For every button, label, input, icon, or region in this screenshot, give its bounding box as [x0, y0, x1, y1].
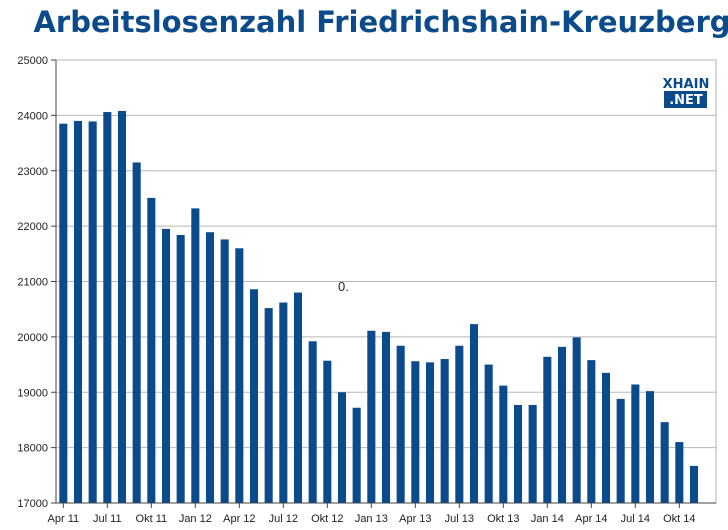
bar-2012-06: [264, 308, 273, 503]
x-tick-label: Apr 12: [223, 513, 255, 525]
x-axis-ticks: Apr 11 Jul 11 Okt 11 Jan 12 Apr 12 Jul 12 Okt …: [48, 503, 696, 525]
bar-2013-12: [528, 404, 537, 503]
bar-2014-06: [616, 398, 625, 503]
x-tick-label: Jan 13: [355, 513, 388, 525]
chart-annotation: 0.: [338, 279, 349, 294]
logo-line-2: .NET: [669, 93, 703, 108]
bar-2011-06: [88, 121, 97, 503]
bar-2013-10: [499, 385, 508, 503]
bar-2014-05: [601, 372, 611, 503]
bar-2013-03: [396, 345, 405, 503]
bar-2013-01: [367, 330, 376, 503]
bar-2014-08: [645, 391, 655, 503]
x-tick-label: Okt 14: [663, 513, 695, 525]
bar-2012-02: [205, 232, 215, 503]
y-tick-label: 20000: [17, 332, 48, 344]
y-tick-label: 21000: [17, 277, 48, 289]
bar-2011-04: [59, 123, 68, 504]
bar-2011-07: [103, 112, 112, 504]
bar-2011-09: [132, 162, 141, 503]
bar-2013-07: [455, 345, 464, 503]
bar-2013-05: [425, 362, 435, 503]
bar-2013-11: [513, 404, 523, 503]
bar-2012-10: [323, 360, 332, 503]
bar-2011-08: [117, 110, 127, 503]
bar-2014-10: [675, 442, 684, 503]
bar-2011-05: [73, 120, 83, 503]
x-tick-label: Jan 14: [531, 513, 564, 525]
x-tick-label: Jul 14: [621, 513, 650, 525]
bar-2012-09: [308, 341, 317, 503]
bar-2014-01: [543, 356, 552, 503]
x-tick-label: Apr 11: [48, 513, 80, 525]
bar-2014-03: [572, 337, 581, 503]
y-axis-ticks: 17000 18000 19000 20000 21000 22000 23000 24000…: [17, 55, 56, 510]
bar-2013-08: [469, 324, 479, 503]
bar-2013-04: [411, 361, 420, 503]
bar-2014-02: [557, 346, 567, 503]
x-tick-label: Jul 13: [445, 513, 474, 525]
bar-2014-09: [660, 422, 669, 503]
bar-2011-12: [176, 234, 185, 504]
x-tick-label: Okt 11: [136, 513, 168, 525]
x-tick-label: Okt 12: [311, 513, 343, 525]
logo-bar: [664, 91, 707, 108]
bar-2014-07: [631, 384, 640, 503]
bar-2012-08: [293, 292, 303, 503]
x-tick-label: Okt 13: [487, 513, 519, 525]
bar-2013-09: [484, 364, 493, 503]
bar-2012-11: [337, 392, 347, 503]
bar-2011-10: [147, 197, 156, 504]
bar-2012-04: [235, 248, 244, 503]
y-tick-label: 25000: [17, 55, 48, 67]
bar-2014-04: [587, 360, 596, 503]
logo-line-1: XHAIN: [663, 77, 710, 92]
x-tick-label: Jul 11: [93, 513, 122, 525]
y-tick-label: 19000: [17, 387, 48, 399]
bar-2012-05: [249, 289, 259, 503]
chart-title: Arbeitslosenzahl Friedrichshain-Kreuzber…: [33, 5, 728, 39]
xhain-logo: XHAIN .NET: [663, 77, 710, 108]
bar-2012-07: [279, 302, 288, 503]
x-tick-label: Jan 12: [179, 513, 212, 525]
bar-2013-06: [440, 359, 449, 503]
y-tick-label: 18000: [17, 443, 48, 455]
bar-2012-12: [352, 407, 361, 503]
y-tick-label: 23000: [17, 166, 48, 178]
bar-2012-03: [220, 239, 229, 504]
x-tick-label: Jul 12: [269, 513, 298, 525]
x-tick-label: Apr 14: [575, 513, 607, 525]
bar-2014-11: [689, 465, 699, 503]
x-tick-label: Apr 13: [399, 513, 431, 525]
bars: [59, 110, 699, 504]
bar-2013-02: [381, 331, 391, 503]
bar-2012-01: [191, 208, 200, 503]
y-tick-label: 22000: [17, 221, 48, 233]
bar-2011-11: [161, 228, 171, 504]
y-tick-label: 17000: [17, 498, 48, 510]
y-tick-label: 24000: [17, 110, 48, 122]
